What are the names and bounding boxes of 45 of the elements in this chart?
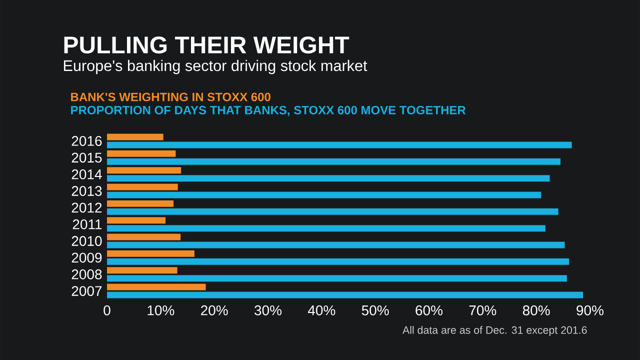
x-tick-label: 60% [416, 305, 442, 316]
chart-title: PULLING THEIR WEIGHT [64, 36, 350, 54]
text: All data are as of Dec. 31 except 201.6 [402, 326, 587, 336]
x-tick-label: 10% [148, 305, 174, 316]
bar [107, 175, 550, 182]
bar [107, 208, 558, 215]
bar [107, 192, 542, 198]
bar [107, 158, 560, 165]
y-tick-label: 2016 [72, 136, 102, 146]
x-tick-label: 50% [362, 305, 389, 316]
bar [107, 242, 565, 248]
y-tick-label: 2013 [72, 186, 102, 196]
x-tick-label: 90% [576, 305, 604, 316]
y-tick-label: 2014 [72, 169, 102, 180]
bar [107, 200, 174, 207]
bar [107, 217, 166, 224]
y-tick-label: 2010 [72, 236, 102, 246]
bar [107, 267, 178, 274]
bar [107, 134, 164, 140]
y-tick-label: 2015 [72, 152, 102, 163]
bar [107, 184, 178, 190]
bar [107, 167, 182, 174]
bar [107, 150, 176, 157]
bar [107, 234, 181, 240]
x-tick-label: 30% [254, 305, 282, 316]
x-tick-label: 70% [469, 305, 496, 316]
bar [107, 292, 584, 298]
bar [107, 284, 206, 290]
y-tick-label: 2007 [72, 286, 102, 296]
bar [107, 275, 567, 282]
bar [107, 258, 570, 265]
y-tick-label: 2008 [72, 269, 102, 280]
x-tick-label: 40% [308, 305, 336, 316]
y-tick-label: 2012 [72, 202, 102, 213]
x-tick-label: 0 [104, 305, 110, 316]
bar [107, 250, 194, 257]
x-tick-label: 80% [522, 305, 550, 316]
text: PROPORTION OF DAYS THAT BANKS, STOXX 600 MOVE TOGETHER [71, 106, 466, 116]
bar [107, 142, 572, 148]
chart-subtitle: Europe's banking sector driving stock market [64, 60, 368, 74]
x-tick-label: 20% [201, 305, 228, 316]
bar [107, 225, 546, 232]
y-tick-label: 2009 [72, 252, 102, 263]
text: BANK'S WEIGHTING IN STOXX 600 [71, 92, 270, 102]
y-tick-label: 2011 [72, 219, 102, 230]
